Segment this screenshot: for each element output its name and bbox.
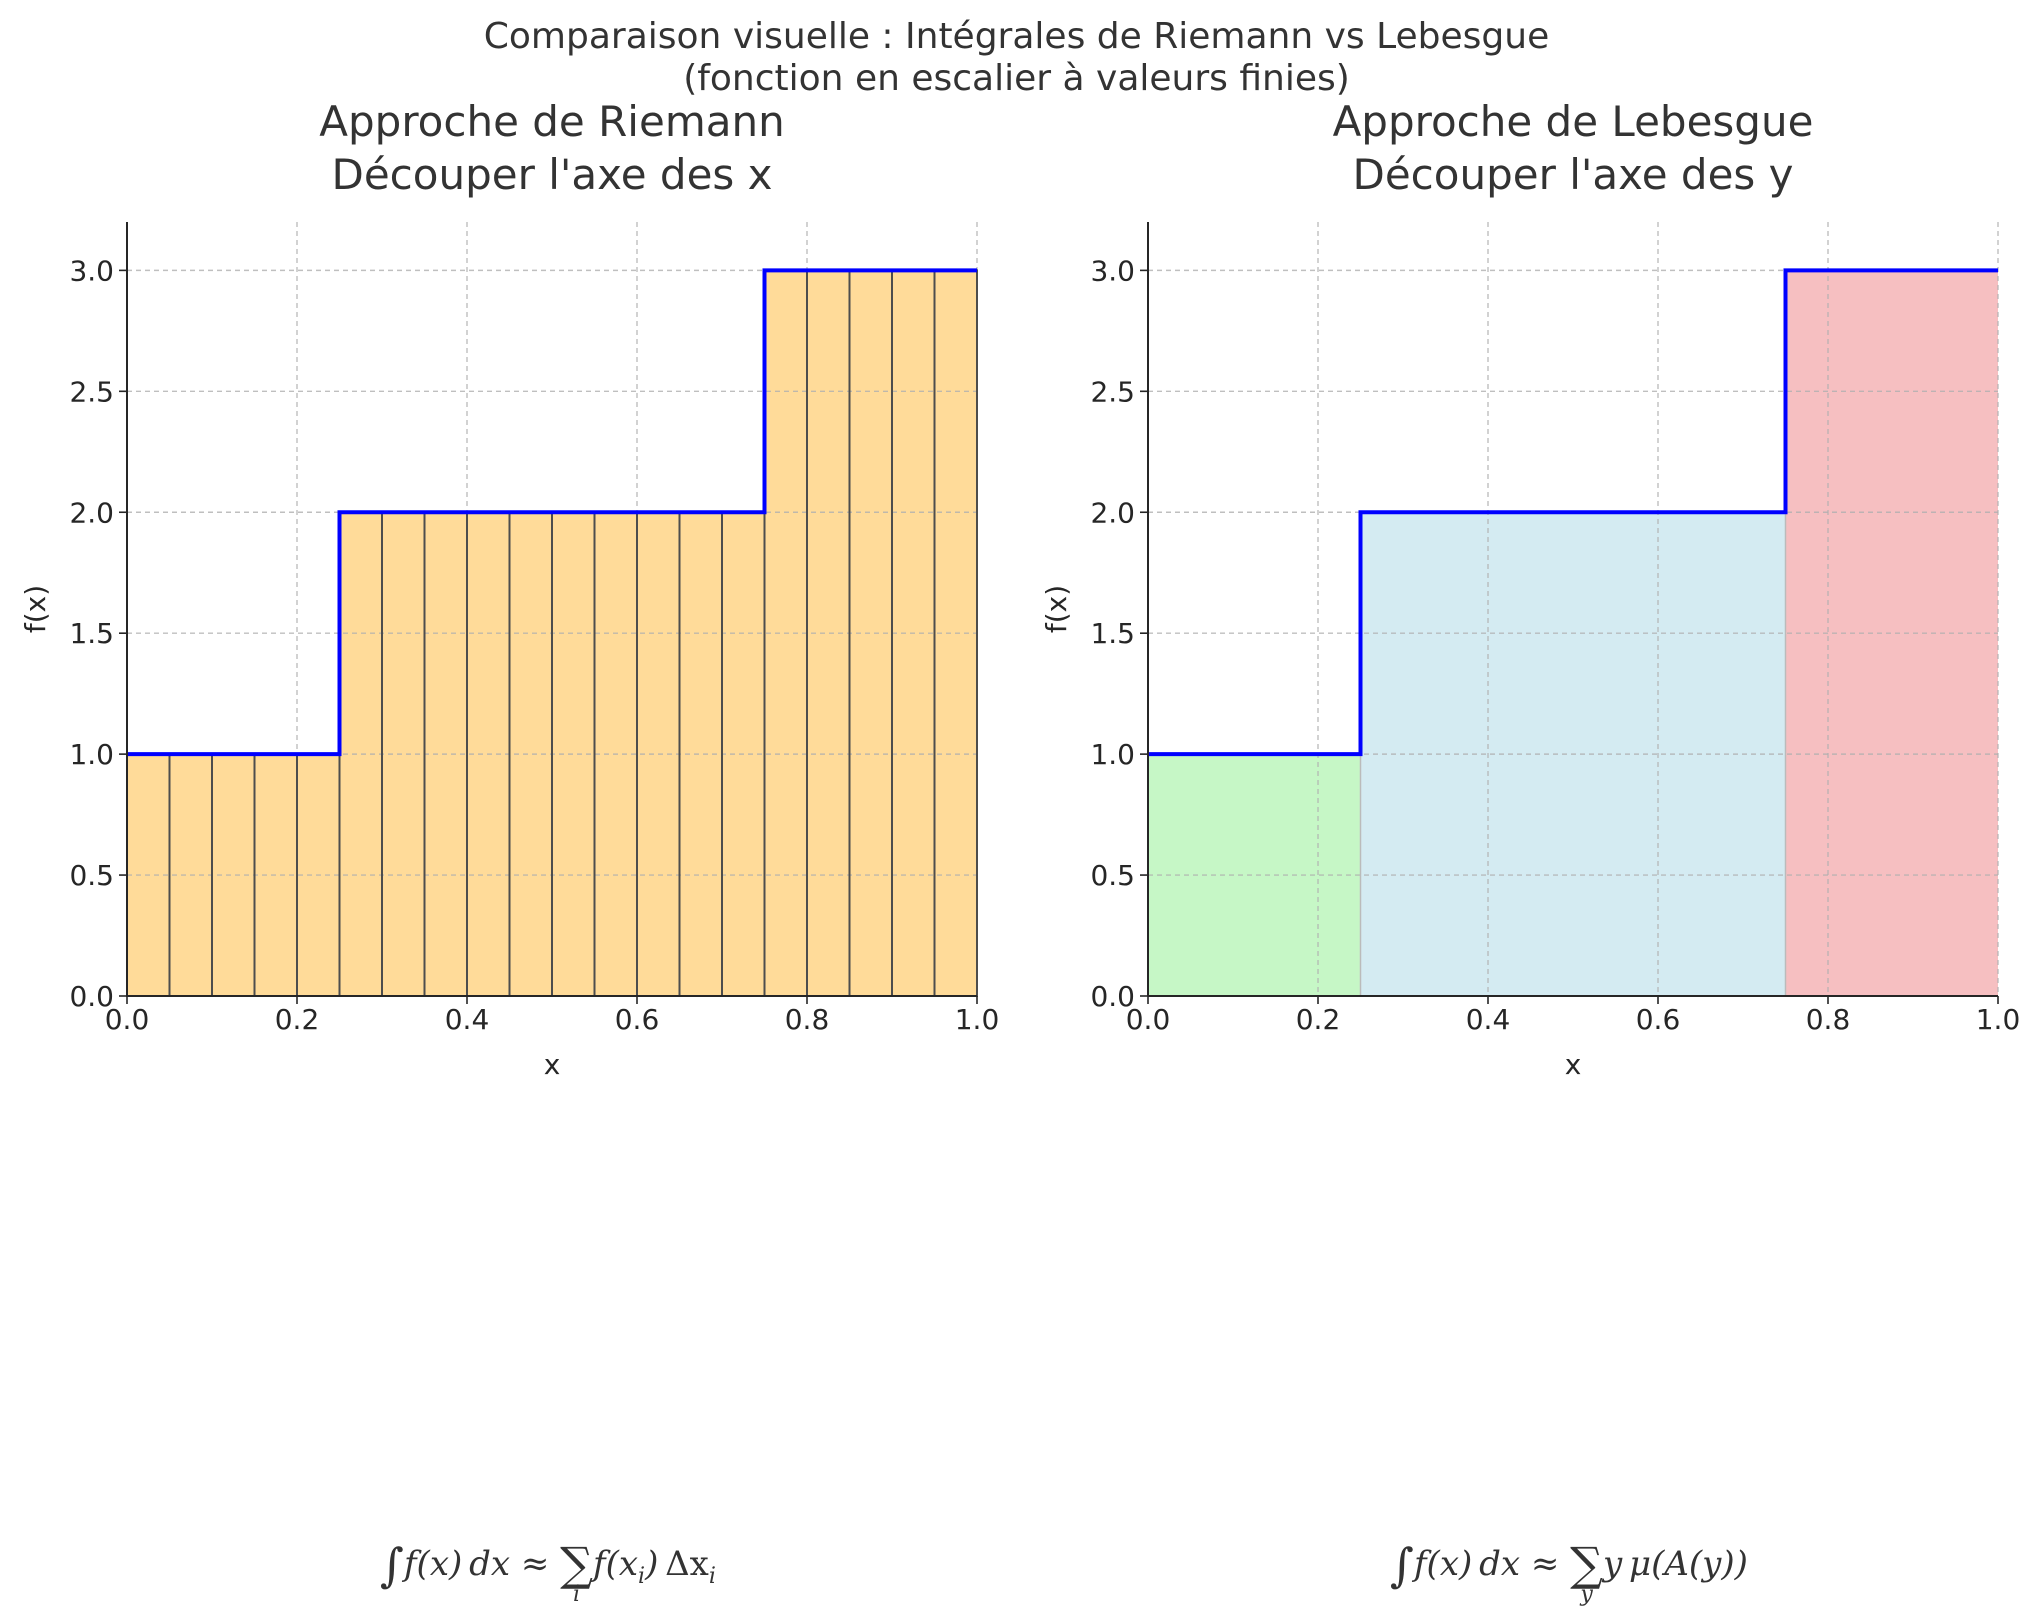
lebesgue-y-tick-label: 0.5	[1090, 859, 1135, 892]
riemann-formula: ∫f(x) dx ≈ ∑ i f(xi) Δxi	[380, 1538, 716, 1607]
riemann-x-tick-label: 0.8	[785, 1003, 830, 1036]
riemann-y-tick-label: 1.5	[69, 617, 114, 650]
riemann-x-tick-label: 0.0	[105, 1003, 150, 1036]
riemann-delta-sub: i	[708, 1564, 716, 1589]
riemann-sum-index: i	[573, 1582, 581, 1607]
lebesgue-x-tick-label: 0.0	[1126, 1003, 1171, 1036]
riemann-x-tick-label: 0.6	[615, 1003, 660, 1036]
riemann-x-axis-label: x	[544, 1048, 561, 1081]
riemann-chart: 0.0 0.2 0.4 0.6 0.8 1.0 0.0 0.5 1.0 1.5 2.0 2.5 3.0 x…	[19, 97, 999, 1081]
riemann-title-line1: Approche de Riemann	[319, 97, 784, 146]
riemann-term-close: )	[645, 1544, 659, 1584]
lebesgue-y-tick-label: 3.0	[1090, 254, 1135, 287]
lebesgue-y-axis-label: f(x)	[1040, 585, 1073, 633]
lebesgue-integral-sign: ∫	[1390, 1538, 1414, 1592]
lebesgue-formula: ∫f(x) dx ≈ ∑ y y μ(A(y))	[1390, 1538, 1748, 1607]
riemann-y-tick-label: 0.5	[69, 859, 114, 892]
lebesgue-y-tick-label: 0.0	[1090, 980, 1135, 1013]
lebesgue-chart: 0.0 0.2 0.4 0.6 0.8 1.0 0.0 0.5 1.0 1.5 2.0 2.5 3.0 x…	[1040, 97, 2020, 1081]
lebesgue-y-tick-label: 1.0	[1090, 738, 1135, 771]
riemann-y-tick-label: 2.0	[69, 496, 114, 529]
lebesgue-sum-index: y	[1580, 1582, 1593, 1607]
lebesgue-approx: ≈	[1530, 1544, 1560, 1584]
figure-title-line2: (fonction en escalier à valeurs finies)	[683, 58, 1350, 99]
lebesgue-y-tick-label: 2.0	[1090, 496, 1135, 529]
riemann-y-tick-label: 0.0	[69, 980, 114, 1013]
lebesgue-title-line1: Approche de Lebesgue	[1333, 97, 1814, 146]
lebesgue-sum-sign: ∑	[1570, 1537, 1603, 1591]
riemann-sum-sign: ∑	[560, 1537, 593, 1591]
riemann-y-tick-label: 1.0	[69, 738, 114, 771]
lebesgue-title-line2: Découper l'axe des y	[1353, 150, 1794, 199]
riemann-step-line	[127, 268, 977, 757]
riemann-term-f: f(x	[592, 1544, 639, 1584]
riemann-x-tick-label: 1.0	[955, 1003, 1000, 1036]
lebesgue-x-tick-label: 1.0	[1976, 1003, 2021, 1036]
lebesgue-x-tick-label: 0.4	[1466, 1003, 1511, 1036]
lebesgue-term: y	[1602, 1544, 1623, 1584]
lebesgue-fx: f(x)	[1413, 1544, 1473, 1584]
riemann-title-line2: Découper l'axe des x	[332, 150, 773, 199]
riemann-fx: f(x)	[403, 1544, 463, 1584]
riemann-integral-sign: ∫	[380, 1538, 404, 1592]
lebesgue-x-tick-label: 0.6	[1636, 1003, 1681, 1036]
riemann-delta: Δx	[665, 1544, 709, 1584]
lebesgue-dx: dx	[1479, 1544, 1521, 1584]
lebesgue-mu: μ(A(y))	[1629, 1544, 1748, 1584]
riemann-dx: dx	[469, 1544, 511, 1584]
figure-title-line1: Comparaison visuelle : Intégrales de Rie…	[483, 16, 1550, 57]
riemann-term-sub: i	[638, 1564, 646, 1589]
lebesgue-y-tick-label: 2.5	[1090, 375, 1135, 408]
riemann-y-tick-label: 3.0	[69, 254, 114, 287]
lebesgue-x-tick-label: 0.2	[1296, 1003, 1341, 1036]
riemann-y-tick-label: 2.5	[69, 375, 114, 408]
riemann-x-tick-label: 0.4	[445, 1003, 490, 1036]
lebesgue-x-tick-label: 0.8	[1806, 1003, 1851, 1036]
lebesgue-x-axis-label: x	[1565, 1048, 1582, 1081]
riemann-x-tick-label: 0.2	[275, 1003, 320, 1036]
riemann-y-axis-label: f(x)	[19, 585, 52, 633]
lebesgue-y-tick-label: 1.5	[1090, 617, 1135, 650]
riemann-approx: ≈	[520, 1544, 550, 1584]
lebesgue-level-region	[1148, 754, 1361, 996]
lebesgue-step-line	[1148, 268, 1998, 757]
